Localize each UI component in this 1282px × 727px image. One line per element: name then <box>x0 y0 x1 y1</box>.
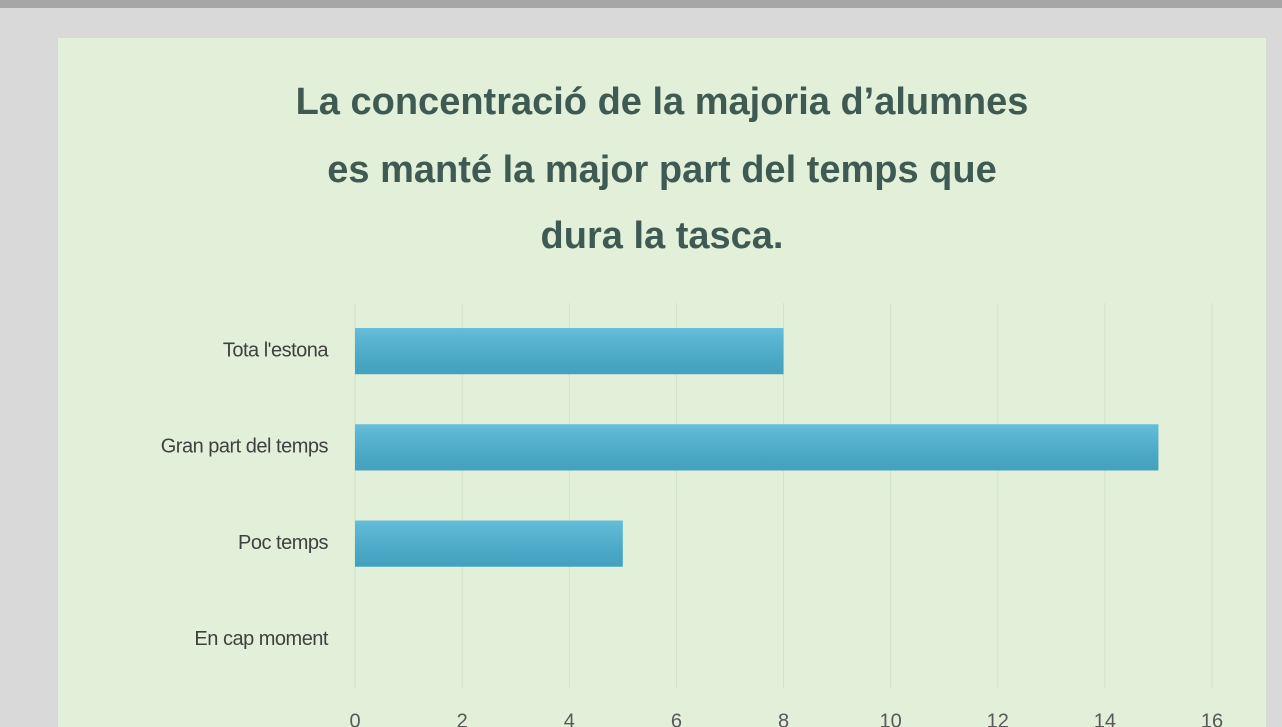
x-tick-label: 6 <box>671 710 682 727</box>
x-tick-label: 14 <box>1094 710 1116 727</box>
x-tick-label: 0 <box>349 710 360 727</box>
x-tick-label: 10 <box>880 710 902 727</box>
y-tick-label: Gran part del temps <box>161 436 329 458</box>
top-strip <box>0 0 1282 8</box>
x-tick-label: 8 <box>778 710 789 727</box>
chart-title: dura la tasca. <box>541 215 784 257</box>
chart-title: es manté la major part del temps que <box>327 149 996 191</box>
x-tick-label: 2 <box>457 710 468 727</box>
bar-shade <box>355 424 1159 471</box>
bar-shade <box>355 520 623 567</box>
x-tick-label: 16 <box>1201 710 1223 727</box>
y-tick-label: Poc temps <box>238 532 328 554</box>
chart-title: La concentració de la majoria d’alumnes <box>296 81 1029 123</box>
y-tick-label: Tota l'estona <box>223 339 330 361</box>
x-tick-label: 12 <box>987 710 1009 727</box>
chart-area <box>58 38 1266 727</box>
bar-shade <box>355 328 784 375</box>
y-tick-label: En cap moment <box>194 628 329 650</box>
x-tick-label: 4 <box>564 710 575 727</box>
